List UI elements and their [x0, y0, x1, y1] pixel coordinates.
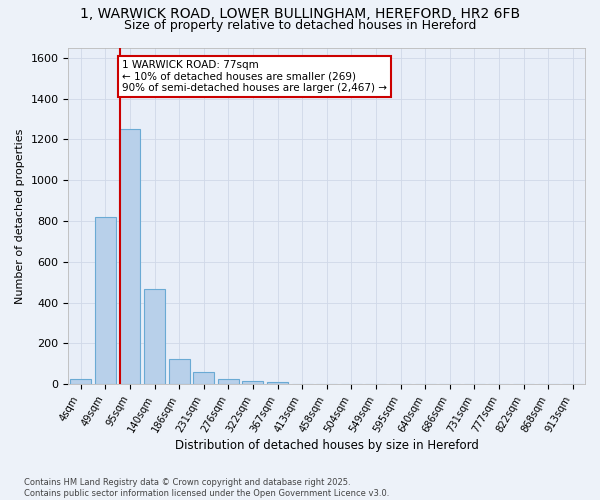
Bar	[193, 372, 214, 384]
Bar	[70, 379, 91, 384]
Bar	[95, 217, 116, 384]
Bar	[267, 382, 288, 384]
Bar	[169, 358, 190, 384]
Y-axis label: Number of detached properties: Number of detached properties	[15, 128, 25, 304]
X-axis label: Distribution of detached houses by size in Hereford: Distribution of detached houses by size …	[175, 440, 479, 452]
Bar	[218, 378, 239, 384]
Text: Contains HM Land Registry data © Crown copyright and database right 2025.
Contai: Contains HM Land Registry data © Crown c…	[24, 478, 389, 498]
Bar	[119, 129, 140, 384]
Text: 1 WARWICK ROAD: 77sqm
← 10% of detached houses are smaller (269)
90% of semi-det: 1 WARWICK ROAD: 77sqm ← 10% of detached …	[122, 60, 387, 93]
Bar	[242, 380, 263, 384]
Bar	[144, 290, 165, 384]
Text: 1, WARWICK ROAD, LOWER BULLINGHAM, HEREFORD, HR2 6FB: 1, WARWICK ROAD, LOWER BULLINGHAM, HEREF…	[80, 8, 520, 22]
Text: Size of property relative to detached houses in Hereford: Size of property relative to detached ho…	[124, 19, 476, 32]
